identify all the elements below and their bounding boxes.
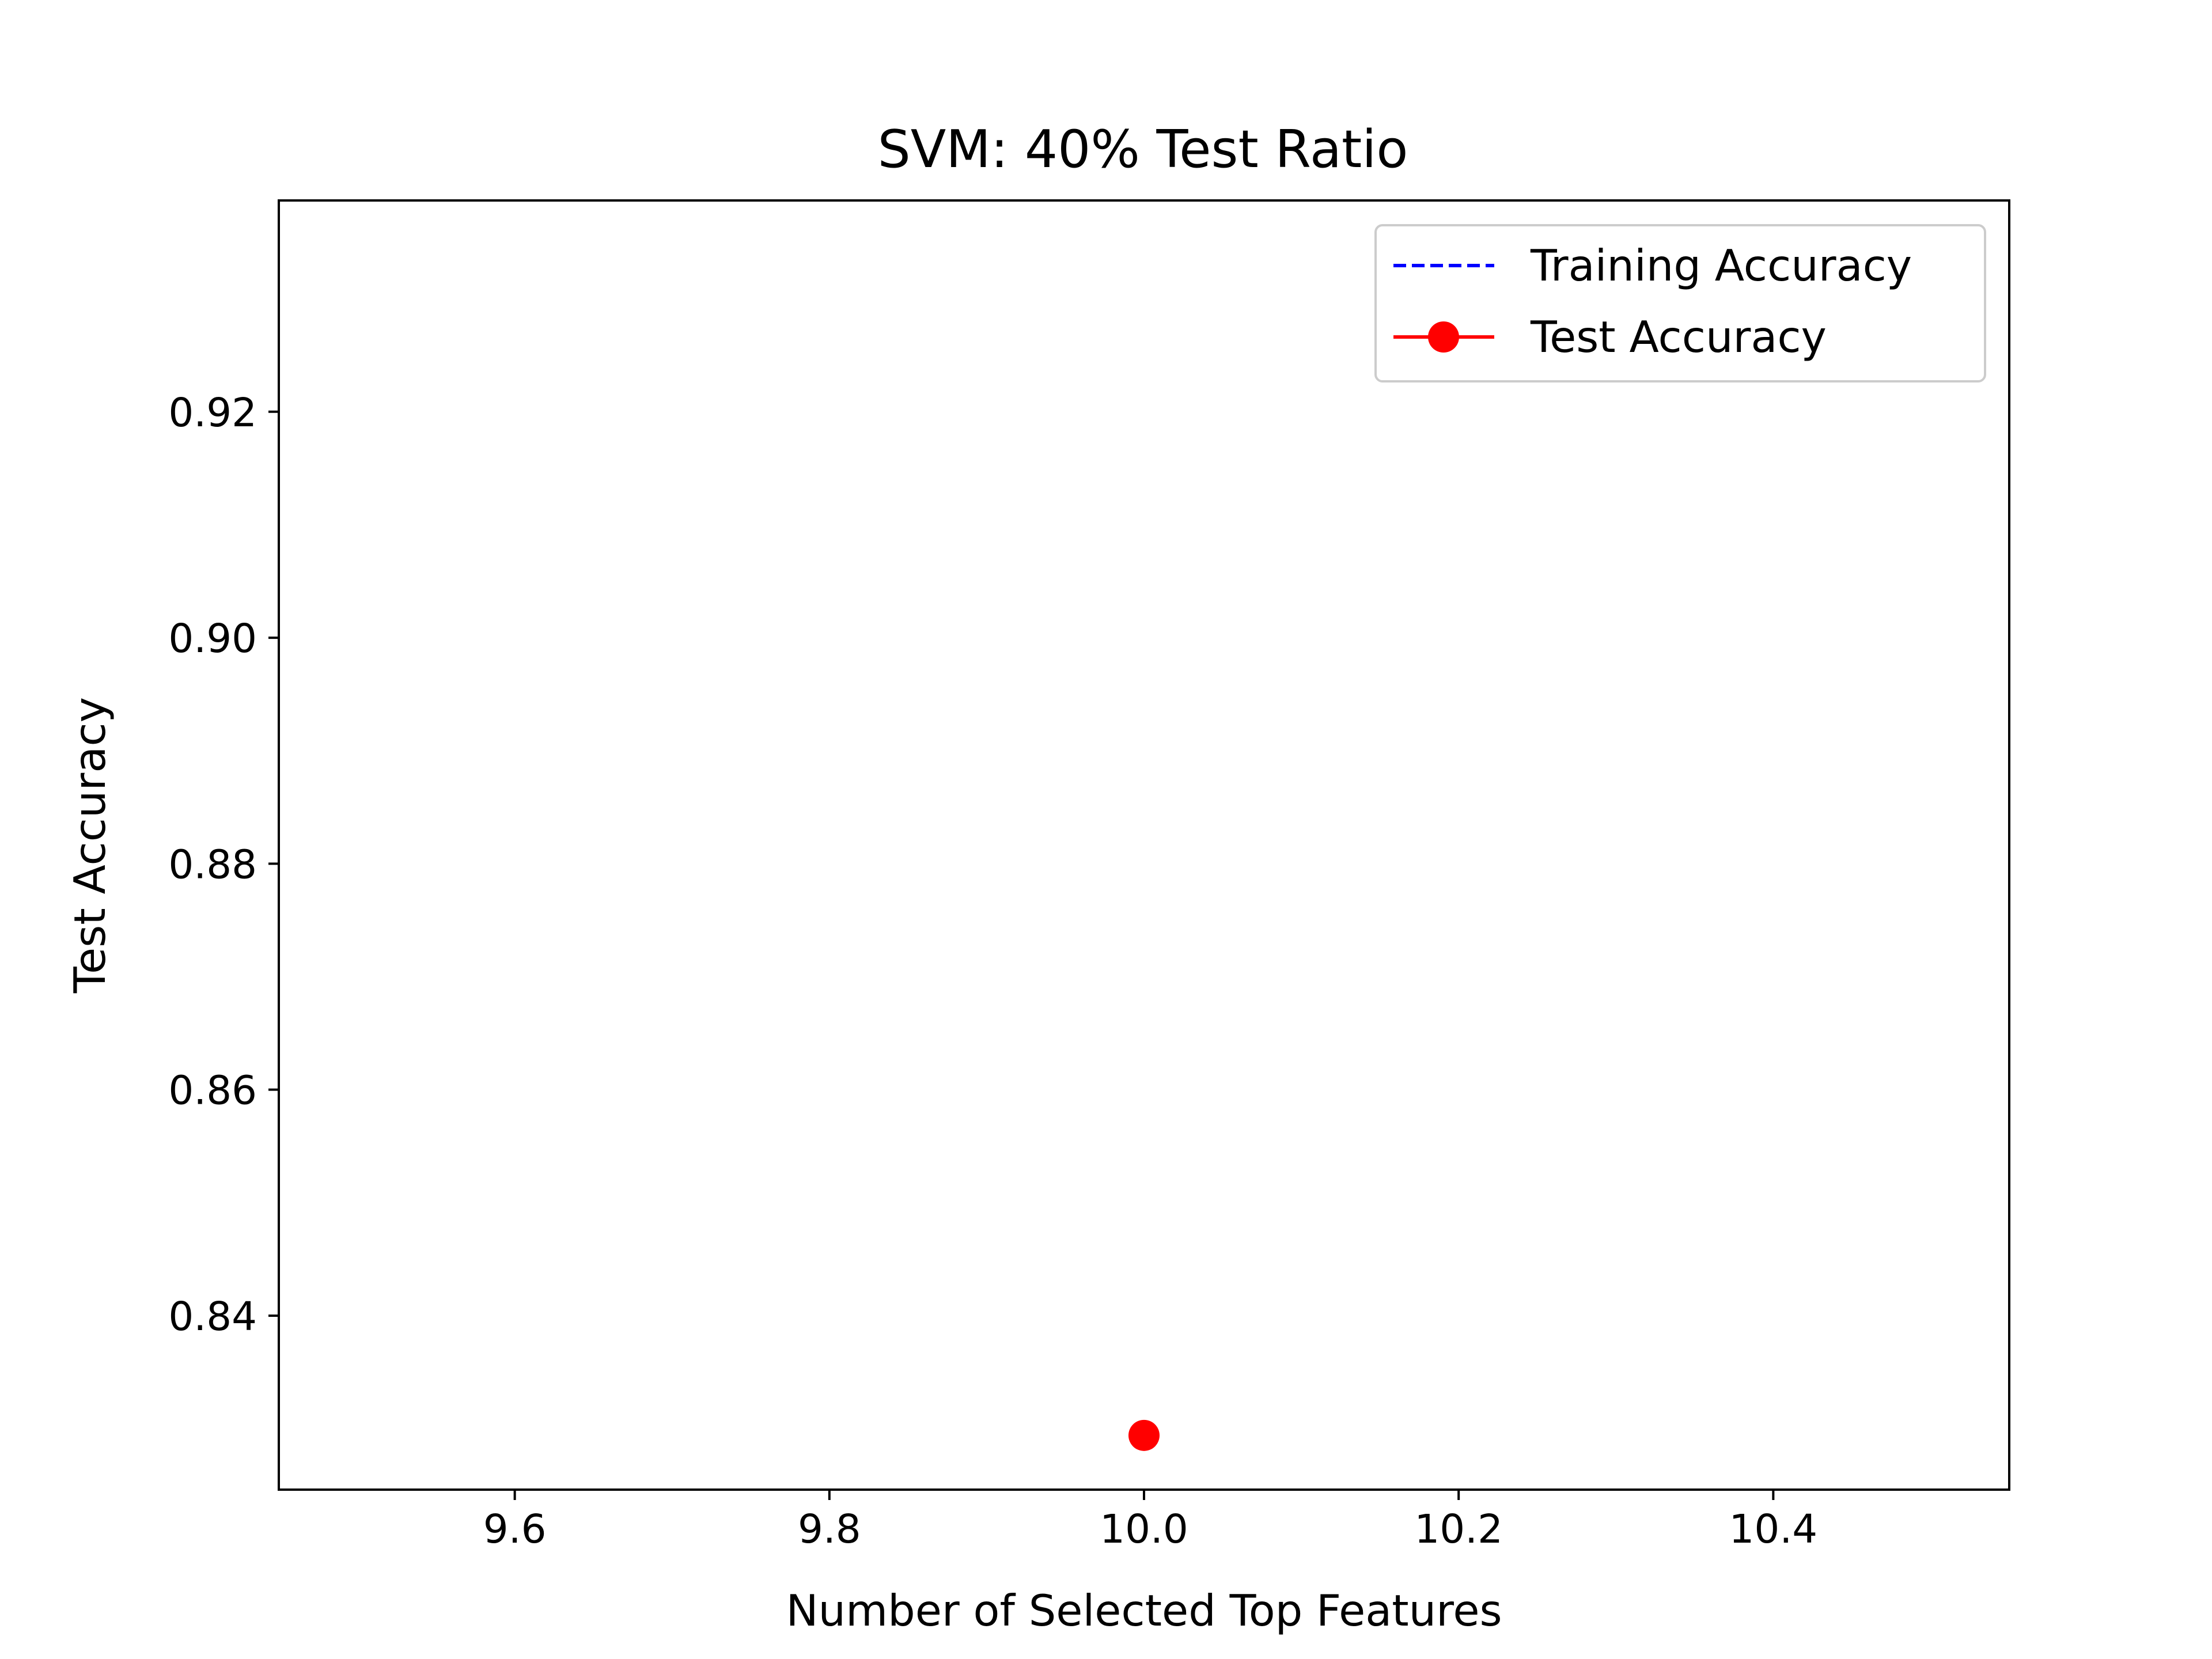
y-tick-label: 0.84 [168,1294,257,1340]
legend: Training Accuracy Test Accuracy [1374,224,1986,382]
legend-entry-training-accuracy: Training Accuracy [1393,240,1912,291]
y-tick-label: 0.88 [168,842,257,888]
x-axis-title: Number of Selected Top Features [786,1585,1502,1636]
x-tick-label: 9.6 [483,1506,547,1552]
y-axis: 0.84 0.86 0.88 0.90 0.92 [168,390,279,1340]
data-point-test-accuracy [1128,1419,1160,1451]
x-tick-label: 9.8 [798,1506,861,1552]
legend-box [1374,224,1986,382]
legend-entry-test-accuracy: Test Accuracy [1393,312,1827,362]
series-layer [1128,1419,1160,1451]
y-tick-label: 0.92 [168,390,257,436]
legend-label-training-accuracy: Training Accuracy [1530,240,1912,291]
x-axis: 9.6 9.8 10.0 10.2 10.4 [483,1490,1817,1552]
x-tick-label: 10.2 [1414,1506,1503,1552]
y-tick-label: 0.86 [168,1068,257,1114]
y-tick-label: 0.90 [168,616,257,662]
legend-marker-test-accuracy [1428,321,1459,353]
plot-background [279,200,2009,1490]
x-tick-label: 10.0 [1100,1506,1188,1552]
y-axis-title: Test Accuracy [65,697,115,994]
legend-label-test-accuracy: Test Accuracy [1530,312,1827,362]
chart-title: SVM: 40% Test Ratio [878,119,1408,180]
plot-area [278,199,2010,1491]
x-tick-label: 10.4 [1729,1506,1818,1552]
